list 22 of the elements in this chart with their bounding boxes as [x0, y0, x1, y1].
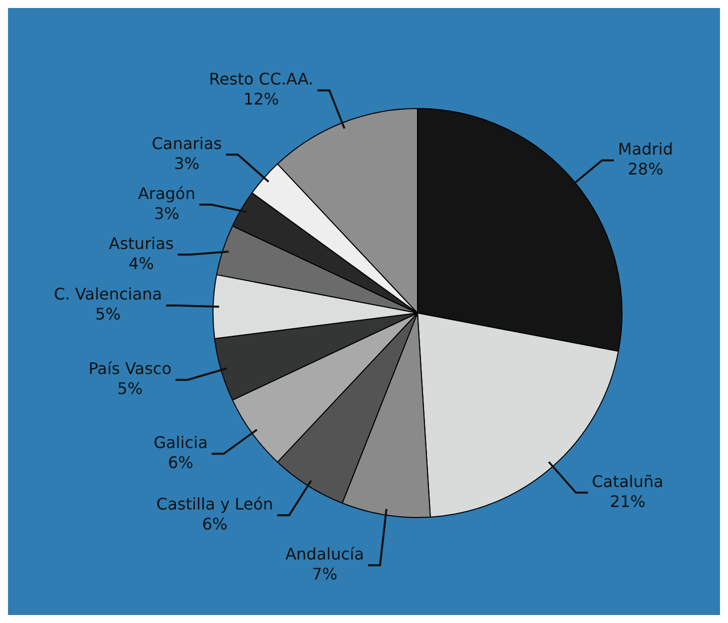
data-label: 6%	[168, 452, 194, 472]
data-label: 5%	[117, 378, 143, 398]
slice-label: Madrid	[618, 139, 673, 158]
slice-label: Canarias	[152, 134, 222, 153]
data-label: 3%	[154, 204, 180, 223]
data-label: 3%	[174, 154, 200, 173]
data-label: 6%	[202, 514, 228, 534]
data-label: 5%	[95, 304, 121, 324]
data-label: 12%	[243, 89, 279, 108]
data-label: 7%	[312, 564, 338, 584]
slice-label: Aragón	[138, 184, 196, 203]
slice-label: País Vasco	[88, 358, 172, 378]
data-label: 4%	[128, 254, 154, 273]
slice-label: Cataluña	[592, 472, 664, 491]
data-label: 28%	[628, 159, 664, 178]
slice-label: Galicia	[154, 432, 208, 452]
slice-label: Andalucía	[285, 544, 364, 564]
slice-label: Asturias	[108, 234, 174, 253]
data-label: 21%	[610, 492, 646, 511]
slice-label: Resto CC.AA.	[209, 69, 314, 88]
slice-label: Castilla y León	[156, 494, 274, 514]
slice-label: C. Valenciana	[54, 284, 162, 304]
